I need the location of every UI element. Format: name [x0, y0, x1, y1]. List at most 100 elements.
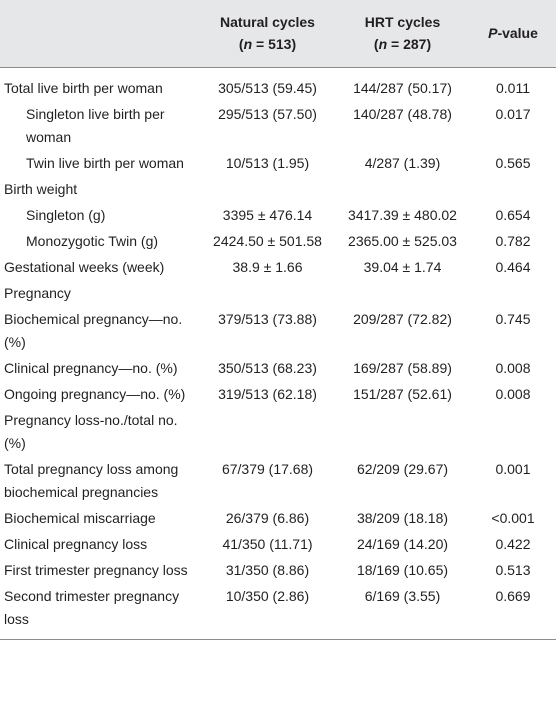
table-row: First trimester pregnancy loss 31/350 (8.… — [0, 557, 556, 583]
value-cell: 209/287 (72.82) — [353, 310, 452, 327]
row-label: Clinical pregnancy—no. (%) — [4, 359, 178, 376]
row-label: Total pregnancy loss among biochemical p… — [4, 460, 179, 500]
header-n: ( — [373, 36, 379, 53]
table-row: Twin live birth per woman 10/513 (1.95) 4/… — [0, 150, 556, 176]
table-row: Clinical pregnancy loss 41/350 (11.71) 24/… — [0, 531, 556, 557]
value-cell: 0.008 — [495, 359, 531, 376]
row-label: Ongoing pregnancy—no. (%) — [4, 385, 186, 402]
header-n: = 287) — [387, 36, 432, 53]
row-label: Singleton (g) — [26, 206, 106, 223]
header-cell: Natural cycles (n = 513) — [200, 0, 335, 67]
value-cell: 169/287 (58.89) — [353, 359, 452, 376]
value-cell: 26/379 (6.86) — [225, 509, 310, 526]
value-cell: 295/513 (57.50) — [218, 105, 317, 122]
value-cell: 144/287 (50.17) — [353, 79, 452, 96]
value-cell: 0.422 — [495, 535, 531, 552]
value-cell: 140/287 (48.78) — [353, 105, 452, 122]
value-cell: 0.008 — [495, 385, 531, 402]
header-n: ( — [238, 36, 244, 53]
value-cell: 4/287 (1.39) — [364, 154, 441, 171]
value-cell: 0.782 — [495, 232, 531, 249]
row-label: Singleton live birth per woman — [26, 105, 165, 145]
row-label: Monozygotic Twin (g) — [26, 232, 159, 249]
table-row: Singleton live birth per woman 295/513 (5… — [0, 101, 556, 150]
results-table: Natural cycles (n = 513) HRT cycles (n = 2… — [0, 0, 556, 639]
row-label: Pregnancy — [4, 284, 71, 301]
value-cell — [470, 407, 556, 456]
header-cell: P-value — [470, 0, 556, 67]
header-n: n — [243, 36, 253, 53]
table-row: Monozygotic Twin (g) 2424.50 ± 501.58 2365… — [0, 228, 556, 254]
value-cell — [200, 407, 335, 456]
value-cell: 62/209 (29.67) — [356, 460, 449, 477]
value-cell: 0.654 — [495, 206, 531, 223]
value-cell — [335, 407, 470, 456]
header-label-cell — [0, 0, 200, 67]
value-cell: 0.513 — [495, 561, 531, 578]
value-cell: 151/287 (52.61) — [353, 385, 452, 402]
value-cell: 38.9 ± 1.66 — [232, 258, 303, 275]
value-cell — [470, 280, 556, 306]
header-n: = 513) — [252, 36, 297, 53]
row-label: Twin live birth per woman — [26, 154, 184, 171]
value-cell: 0.565 — [495, 154, 531, 171]
value-cell — [335, 176, 470, 202]
value-cell: 0.011 — [496, 79, 530, 96]
table-row: Biochemical pregnancy—no. (%) 379/513 (73… — [0, 306, 556, 355]
table-row: Second trimester pregnancy loss 10/350 (2… — [0, 583, 556, 639]
value-cell: 305/513 (59.45) — [218, 79, 317, 96]
table-row: Pregnancy loss-no./total no. (%) — [0, 407, 556, 456]
value-cell: 2365.00 ± 525.03 — [348, 232, 457, 249]
table-row: Singleton (g) 3395 ± 476.14 3417.39 ± 480.… — [0, 202, 556, 228]
value-cell: 38/209 (18.18) — [356, 509, 449, 526]
row-label: Biochemical miscarriage — [4, 509, 156, 526]
table-header: Natural cycles (n = 513) HRT cycles (n = 2… — [0, 0, 556, 67]
value-cell: 6/169 (3.55) — [364, 587, 441, 604]
row-label: Gestational weeks (week) — [4, 258, 165, 275]
value-cell: 3417.39 ± 480.02 — [348, 206, 457, 223]
header-title: Natural cycles — [220, 14, 315, 31]
table-row: Clinical pregnancy—no. (%) 350/513 (68.23… — [0, 355, 556, 381]
value-cell: 24/169 (14.20) — [356, 535, 449, 552]
header-n: n — [378, 36, 388, 53]
value-cell — [200, 280, 335, 306]
value-cell: 2424.50 ± 501.58 — [213, 232, 322, 249]
table-row: Ongoing pregnancy—no. (%) 319/513 (62.18)… — [0, 381, 556, 407]
header-title: P — [488, 25, 498, 42]
value-cell: 350/513 (68.23) — [218, 359, 317, 376]
row-label: Clinical pregnancy loss — [4, 535, 148, 552]
header-title: -value — [497, 25, 538, 42]
value-cell: 0.745 — [495, 310, 531, 327]
value-cell: 0.017 — [495, 105, 531, 122]
value-cell: 379/513 (73.88) — [218, 310, 317, 327]
value-cell: 0.669 — [495, 587, 531, 604]
table-row: Total pregnancy loss among biochemical p… — [0, 456, 556, 505]
table-row: Birth weight — [0, 176, 556, 202]
value-cell: 319/513 (62.18) — [218, 385, 317, 402]
value-cell — [335, 280, 470, 306]
row-label: Second trimester pregnancy loss — [4, 587, 180, 627]
table-row: Gestational weeks (week) 38.9 ± 1.66 39.04… — [0, 254, 556, 280]
value-cell: 0.001 — [495, 460, 531, 477]
value-cell: 0.464 — [495, 258, 531, 275]
table-row: Biochemical miscarriage 26/379 (6.86) 38/2… — [0, 505, 556, 531]
value-cell: 31/350 (8.86) — [225, 561, 310, 578]
value-cell: 3395 ± 476.14 — [222, 206, 313, 223]
header-cell: HRT cycles (n = 287) — [335, 0, 470, 67]
header-row: Natural cycles (n = 513) HRT cycles (n = 2… — [0, 0, 556, 67]
row-label: Biochemical pregnancy—no. (%) — [4, 310, 183, 350]
row-label: Pregnancy loss-no./total no. (%) — [4, 411, 178, 451]
value-cell: 18/169 (10.65) — [356, 561, 449, 578]
row-label: First trimester pregnancy loss — [4, 561, 188, 578]
value-cell: 67/379 (17.68) — [221, 460, 314, 477]
table-row: Total live birth per woman 305/513 (59.45… — [0, 67, 556, 101]
header-title: HRT cycles — [364, 14, 441, 31]
row-label: Total live birth per woman — [4, 79, 163, 96]
table-body: Total live birth per woman 305/513 (59.45… — [0, 67, 556, 639]
value-cell: 10/513 (1.95) — [225, 154, 310, 171]
value-cell — [200, 176, 335, 202]
value-cell: <0.001 — [491, 509, 535, 526]
row-label: Birth weight — [4, 180, 78, 197]
value-cell: 41/350 (11.71) — [222, 535, 313, 552]
